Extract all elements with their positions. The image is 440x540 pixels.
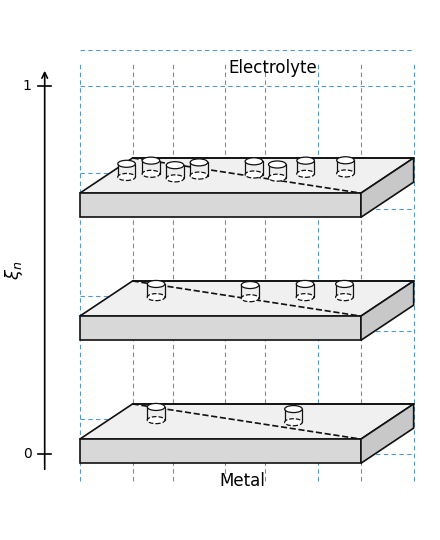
Ellipse shape bbox=[285, 406, 302, 413]
Polygon shape bbox=[285, 409, 302, 422]
Ellipse shape bbox=[190, 159, 208, 166]
Polygon shape bbox=[337, 160, 354, 173]
Ellipse shape bbox=[118, 160, 136, 167]
Polygon shape bbox=[296, 284, 314, 297]
Polygon shape bbox=[80, 158, 414, 193]
Polygon shape bbox=[297, 160, 315, 174]
Ellipse shape bbox=[296, 280, 314, 287]
Text: 0: 0 bbox=[23, 448, 32, 462]
Text: $\xi_n$: $\xi_n$ bbox=[3, 260, 25, 280]
Ellipse shape bbox=[142, 170, 160, 177]
Polygon shape bbox=[147, 407, 165, 420]
Polygon shape bbox=[336, 284, 353, 297]
Polygon shape bbox=[268, 165, 286, 178]
Ellipse shape bbox=[296, 294, 314, 301]
Ellipse shape bbox=[166, 161, 184, 168]
Polygon shape bbox=[118, 164, 136, 177]
Ellipse shape bbox=[241, 295, 259, 302]
Polygon shape bbox=[361, 158, 414, 217]
Ellipse shape bbox=[337, 157, 354, 164]
Text: Electrolyte: Electrolyte bbox=[229, 59, 318, 77]
Ellipse shape bbox=[337, 170, 354, 177]
Text: Metal: Metal bbox=[220, 472, 265, 490]
Ellipse shape bbox=[297, 157, 315, 164]
Ellipse shape bbox=[245, 158, 263, 165]
Ellipse shape bbox=[241, 281, 259, 288]
Polygon shape bbox=[245, 161, 263, 174]
Ellipse shape bbox=[147, 280, 165, 287]
Ellipse shape bbox=[297, 170, 315, 177]
Ellipse shape bbox=[190, 172, 208, 179]
Ellipse shape bbox=[166, 175, 184, 182]
Polygon shape bbox=[361, 281, 414, 340]
Polygon shape bbox=[190, 163, 208, 176]
Polygon shape bbox=[80, 404, 414, 439]
Ellipse shape bbox=[268, 161, 286, 168]
Polygon shape bbox=[147, 284, 165, 297]
Polygon shape bbox=[80, 193, 361, 217]
Polygon shape bbox=[166, 165, 184, 178]
Polygon shape bbox=[80, 439, 361, 463]
Ellipse shape bbox=[245, 171, 263, 178]
Ellipse shape bbox=[147, 417, 165, 424]
Polygon shape bbox=[142, 160, 160, 174]
Ellipse shape bbox=[118, 173, 136, 180]
Ellipse shape bbox=[147, 403, 165, 410]
Ellipse shape bbox=[147, 294, 165, 301]
Text: 1: 1 bbox=[22, 78, 32, 92]
Ellipse shape bbox=[268, 174, 286, 181]
Polygon shape bbox=[241, 285, 259, 298]
Polygon shape bbox=[80, 281, 414, 316]
Polygon shape bbox=[80, 316, 361, 340]
Ellipse shape bbox=[142, 157, 160, 164]
Ellipse shape bbox=[285, 418, 302, 426]
Ellipse shape bbox=[336, 280, 353, 287]
Ellipse shape bbox=[336, 294, 353, 301]
Polygon shape bbox=[361, 404, 414, 463]
